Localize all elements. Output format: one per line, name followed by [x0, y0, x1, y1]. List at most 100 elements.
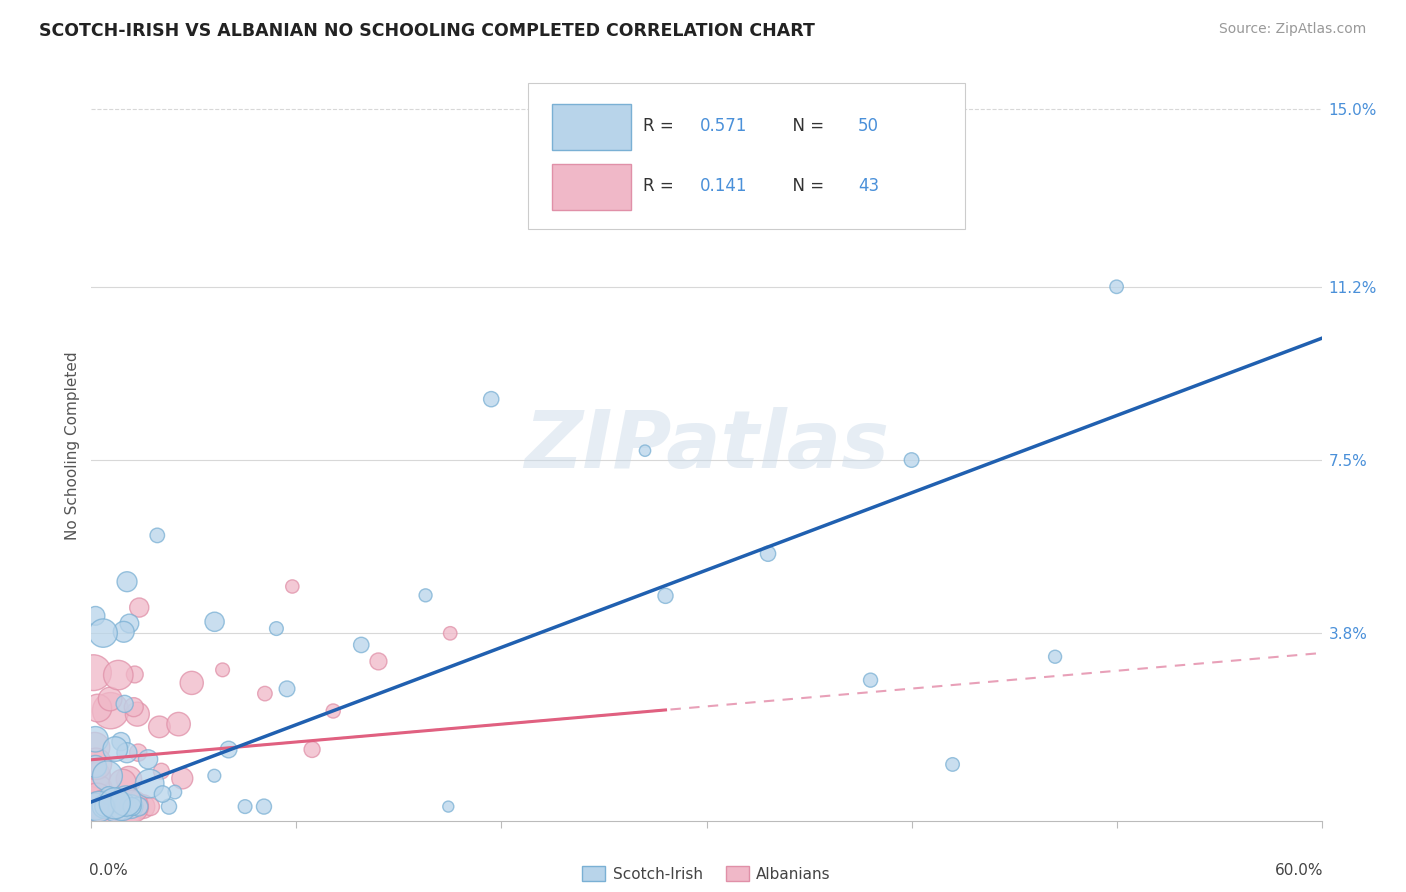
Point — [146, 528, 169, 542]
Point — [86, 792, 108, 806]
Point — [942, 757, 965, 772]
Text: ZIPatlas: ZIPatlas — [524, 407, 889, 485]
Point — [84, 608, 107, 623]
Point — [120, 799, 142, 814]
Point — [111, 799, 134, 814]
Point — [634, 443, 657, 458]
Point — [136, 752, 159, 766]
Point — [110, 734, 132, 748]
Point — [82, 769, 104, 783]
Point — [301, 742, 323, 756]
Point — [253, 687, 276, 701]
Point — [114, 697, 136, 711]
Point — [148, 720, 170, 734]
Point — [1043, 649, 1066, 664]
Text: 0.141: 0.141 — [700, 177, 748, 195]
Point — [152, 787, 174, 801]
Text: 50: 50 — [858, 117, 879, 135]
Point — [87, 799, 110, 814]
Point — [84, 799, 107, 814]
Point — [107, 668, 129, 682]
Point — [118, 772, 141, 786]
Point — [281, 580, 304, 594]
Text: 60.0%: 60.0% — [1275, 863, 1323, 878]
Point — [122, 700, 145, 714]
Point — [89, 781, 111, 796]
Point — [84, 799, 107, 814]
FancyBboxPatch shape — [529, 83, 965, 228]
Point — [103, 799, 125, 814]
Point — [157, 799, 180, 814]
Text: 0.0%: 0.0% — [90, 863, 128, 878]
FancyBboxPatch shape — [551, 163, 631, 210]
Point — [437, 799, 460, 814]
Point — [128, 600, 150, 615]
Point — [91, 626, 114, 640]
Point — [97, 789, 120, 803]
Point — [115, 794, 138, 808]
Text: R =: R = — [643, 177, 679, 195]
Point — [111, 776, 134, 790]
Point — [202, 769, 225, 783]
Point — [900, 453, 922, 467]
Point — [104, 799, 127, 814]
Point — [83, 740, 105, 755]
Point — [82, 665, 104, 680]
Point — [163, 785, 186, 799]
Point — [180, 676, 202, 690]
Point — [104, 742, 127, 756]
Point — [107, 799, 129, 814]
Point — [479, 392, 502, 407]
Point — [124, 667, 146, 681]
Point — [84, 799, 107, 814]
Text: N =: N = — [782, 117, 830, 135]
Point — [96, 769, 118, 783]
Point — [84, 756, 107, 771]
Point — [654, 589, 676, 603]
Point — [787, 125, 810, 139]
Point — [167, 717, 190, 731]
Point — [84, 759, 107, 773]
Point — [115, 574, 138, 589]
Point — [94, 799, 117, 814]
Point — [121, 799, 143, 814]
Point — [112, 624, 135, 639]
Point — [253, 799, 276, 814]
Point — [127, 746, 149, 760]
Point — [87, 701, 110, 715]
Point — [266, 622, 288, 636]
Point — [127, 707, 149, 722]
Point — [94, 799, 117, 814]
Point — [118, 616, 141, 631]
Point — [132, 799, 155, 814]
Point — [93, 799, 115, 814]
Point — [204, 615, 226, 629]
Point — [415, 588, 437, 602]
FancyBboxPatch shape — [551, 103, 631, 150]
Legend: Scotch-Irish, Albanians: Scotch-Irish, Albanians — [576, 860, 837, 888]
Point — [138, 776, 160, 790]
Y-axis label: No Schooling Completed: No Schooling Completed — [65, 351, 80, 541]
Point — [218, 742, 240, 756]
Point — [439, 626, 461, 640]
Point — [121, 799, 143, 814]
Text: SCOTCH-IRISH VS ALBANIAN NO SCHOOLING COMPLETED CORRELATION CHART: SCOTCH-IRISH VS ALBANIAN NO SCHOOLING CO… — [39, 22, 815, 40]
Point — [104, 797, 127, 811]
Point — [83, 799, 105, 814]
Text: R =: R = — [643, 117, 679, 135]
Point — [96, 799, 118, 814]
Point — [120, 799, 142, 814]
Point — [859, 673, 882, 688]
Point — [1105, 280, 1128, 294]
Text: Source: ZipAtlas.com: Source: ZipAtlas.com — [1219, 22, 1367, 37]
Point — [84, 732, 107, 747]
Text: 43: 43 — [858, 177, 879, 195]
Point — [276, 681, 298, 696]
Point — [139, 799, 162, 814]
Point — [150, 764, 173, 779]
Point — [322, 704, 344, 718]
Text: N =: N = — [782, 177, 830, 195]
Point — [367, 655, 389, 669]
Point — [233, 799, 256, 814]
Point — [100, 704, 122, 718]
